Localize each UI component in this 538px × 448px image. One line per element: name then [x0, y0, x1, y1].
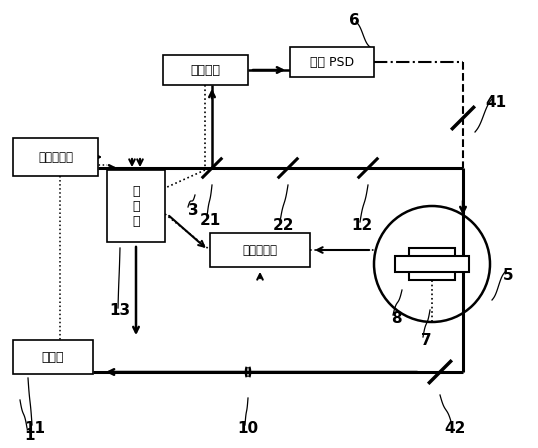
- Text: 8: 8: [391, 310, 401, 326]
- Text: 二维 PSD: 二维 PSD: [310, 56, 354, 69]
- Text: 13: 13: [109, 302, 131, 318]
- Bar: [163, 55, 248, 85]
- Text: 7: 7: [421, 332, 431, 348]
- Bar: [290, 47, 374, 77]
- Text: 21: 21: [200, 212, 221, 228]
- Text: 42: 42: [444, 421, 466, 435]
- Text: 计
算
机: 计 算 机: [132, 185, 140, 228]
- Bar: [13, 340, 93, 374]
- Text: 5: 5: [502, 267, 513, 283]
- Text: 12: 12: [351, 217, 373, 233]
- Text: 3: 3: [188, 202, 199, 217]
- Text: 光谱仪: 光谱仪: [42, 350, 64, 363]
- Text: 6: 6: [349, 13, 359, 27]
- Bar: [409, 248, 455, 280]
- Bar: [395, 256, 469, 272]
- Text: 平台控制器: 平台控制器: [243, 244, 278, 257]
- Text: 11: 11: [25, 421, 46, 435]
- Bar: [210, 233, 310, 267]
- Bar: [13, 138, 98, 176]
- Bar: [107, 170, 165, 242]
- Text: 光功率计: 光功率计: [190, 64, 221, 77]
- Text: 10: 10: [237, 421, 259, 435]
- Text: 41: 41: [485, 95, 507, 109]
- Text: 22: 22: [272, 217, 294, 233]
- Text: 宽光谱光源: 宽光谱光源: [38, 151, 73, 164]
- Text: 1: 1: [25, 427, 36, 443]
